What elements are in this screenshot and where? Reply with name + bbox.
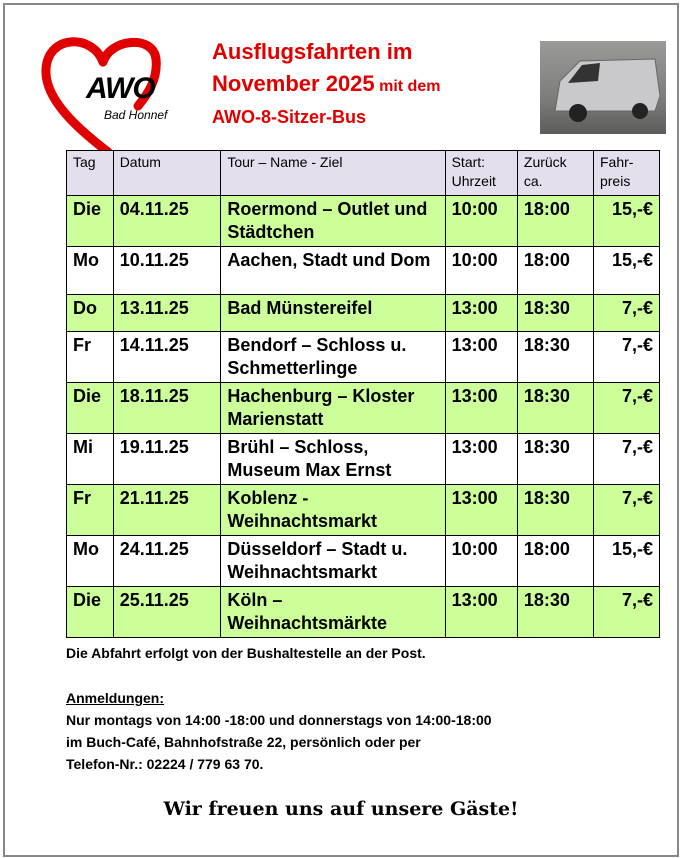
table-cell: 18:00 — [516, 246, 594, 295]
table-cell: Die — [66, 382, 114, 434]
table-cell: 18:00 — [516, 535, 594, 587]
table-cell: 13.11.25 — [112, 294, 222, 332]
table-cell: 13:00 — [444, 294, 518, 332]
registration-phone: Telefon-Nr.: 02224 / 779 63 70. — [66, 756, 264, 772]
column-header: Zurück ca. — [516, 150, 594, 196]
table-cell: Die — [66, 586, 114, 638]
column-header: Start: Uhrzeit — [444, 150, 518, 196]
table-cell: Koblenz - Weihnachtsmarkt — [220, 484, 446, 536]
table-cell: 18:30 — [516, 331, 594, 383]
table-cell: Fr — [66, 484, 114, 536]
table-cell: 15,-€ — [592, 535, 661, 587]
tour-table: Tag Datum Tour – Name - Ziel Start: Uhrzeit… — [66, 150, 661, 638]
table-cell: 13:00 — [444, 382, 518, 434]
table-cell: Roermond – Outlet und Städtchen — [220, 195, 446, 247]
table-cell: 13:00 — [444, 586, 518, 638]
table-cell: Düsseldorf – Stadt u. Weihnachtsmarkt — [220, 535, 446, 587]
table-cell: 15,-€ — [592, 195, 661, 247]
table-cell: 18:30 — [516, 484, 594, 536]
table-cell: 21.11.25 — [112, 484, 222, 536]
table-cell: 10:00 — [444, 246, 518, 295]
table-cell: Fr — [66, 331, 114, 383]
table-cell: 13:00 — [444, 484, 518, 536]
table-cell: Aachen, Stadt und Dom — [220, 246, 446, 295]
table-cell: 7,-€ — [592, 433, 661, 485]
table-cell: 15,-€ — [592, 246, 661, 295]
title-line1: Ausflugsfahrten im — [212, 39, 413, 64]
table-cell: Bendorf – Schloss u. Schmetterlinge — [220, 331, 446, 383]
table-header: Tag Datum Tour – Name - Ziel Start: Uhrzeit… — [66, 150, 661, 196]
registration-heading: Anmeldungen: — [66, 690, 164, 706]
registration-location: im Buch-Café, Bahnhofstraße 22, persönli… — [66, 734, 421, 750]
page-title: Ausflugsfahrten im November 2025 mit dem… — [212, 36, 440, 131]
table-row: Mo 24.11.25 Düsseldorf – Stadt u. Weihnach… — [66, 535, 661, 587]
registration-hours: Nur montags von 14:00 -18:00 und donners… — [66, 712, 492, 728]
title-line2: November 2025 mit dem — [212, 68, 440, 103]
table-cell: 7,-€ — [592, 331, 661, 383]
table-cell: 13:00 — [444, 433, 518, 485]
table-cell: 7,-€ — [592, 294, 661, 332]
table-cell: 18:30 — [516, 433, 594, 485]
departure-note: Die Abfahrt erfolgt von der Bushaltestel… — [66, 645, 426, 661]
table-cell: 19.11.25 — [112, 433, 222, 485]
logo-text: AWO — [86, 72, 156, 105]
table-row: Die 04.11.25 Roermond – Outlet und Städtch… — [66, 195, 661, 247]
table-cell: Hachenburg – Kloster Marienstatt — [220, 382, 446, 434]
table-row: Mi 19.11.25 Brühl – Schloss, Museum Max Er… — [66, 433, 661, 485]
table-cell: 7,-€ — [592, 382, 661, 434]
title-month: November 2025 — [212, 71, 375, 96]
table-cell: 04.11.25 — [112, 195, 222, 247]
bus-photo — [540, 41, 666, 134]
closing-text: Wir freuen uns auf unsere Gäste! — [163, 798, 519, 820]
table-cell: 7,-€ — [592, 484, 661, 536]
table-row: Die 18.11.25 Hachenburg – Kloster Marienst… — [66, 382, 661, 434]
table-cell: 18:00 — [516, 195, 594, 247]
awo-logo: AWO Bad Honnef — [38, 34, 168, 157]
table-cell: 7,-€ — [592, 586, 661, 638]
table-cell: 10:00 — [444, 195, 518, 247]
registration-info: Anmeldungen: Nur montags von 14:00 -18:0… — [66, 687, 492, 775]
column-header: Tour – Name - Ziel — [220, 150, 446, 196]
table-row: Fr 21.11.25 Koblenz - Weihnachtsmarkt 13:00… — [66, 484, 661, 536]
table-cell: Mi — [66, 433, 114, 485]
logo-subtext: Bad Honnef — [104, 108, 168, 122]
table-cell: Die — [66, 195, 114, 247]
column-header: Tag — [66, 150, 114, 196]
table-row: Fr 14.11.25 Bendorf – Schloss u. Schmetter… — [66, 331, 661, 383]
table-cell: 14.11.25 — [112, 331, 222, 383]
table-cell: Do — [66, 294, 114, 332]
table-row: Mo 10.11.25 Aachen, Stadt und Dom 10:00 18:0… — [66, 246, 661, 295]
table-cell: 18.11.25 — [112, 382, 222, 434]
column-header: Datum — [112, 150, 222, 196]
table-cell: 18:30 — [516, 294, 594, 332]
page-frame — [3, 3, 679, 857]
title-line3: AWO-8-Sitzer-Bus — [212, 107, 367, 127]
table-cell: Brühl – Schloss, Museum Max Ernst — [220, 433, 446, 485]
table-row: Die 25.11.25 Köln – Weihnachtsmärkte 13:00 1… — [66, 586, 661, 638]
table-row: Do 13.11.25 Bad Münstereifel 13:00 18:30 7,-€ — [66, 294, 661, 332]
table-cell: 13:00 — [444, 331, 518, 383]
table-cell: 24.11.25 — [112, 535, 222, 587]
table-cell: 10.11.25 — [112, 246, 222, 295]
table-cell: Bad Münstereifel — [220, 294, 446, 332]
table-cell: Mo — [66, 246, 114, 295]
table-cell: Mo — [66, 535, 114, 587]
table-cell: Köln – Weihnachtsmärkte — [220, 586, 446, 638]
table-cell: 18:30 — [516, 382, 594, 434]
table-cell: 25.11.25 — [112, 586, 222, 638]
table-cell: 10:00 — [444, 535, 518, 587]
column-header: Fahr- preis — [592, 150, 661, 196]
table-cell: 18:30 — [516, 586, 594, 638]
title-suffix: mit dem — [374, 78, 441, 95]
